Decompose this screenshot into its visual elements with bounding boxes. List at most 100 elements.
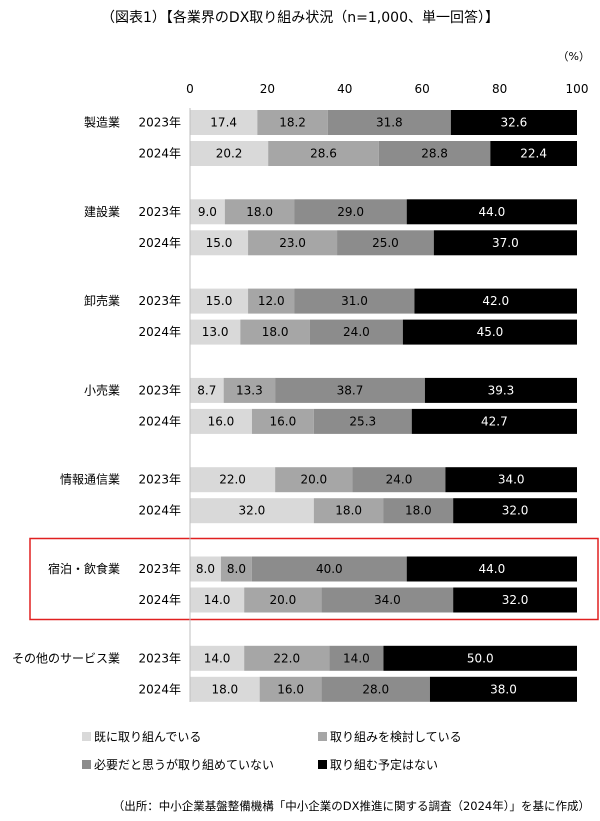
year-label: 2024年 (138, 682, 181, 696)
industry-label: 卸売業 (84, 293, 120, 308)
bar-segment (411, 408, 577, 434)
data-label: 22.0 (273, 651, 300, 665)
data-label: 32.0 (502, 504, 529, 518)
bar-segment (429, 676, 577, 702)
bar-segment (248, 288, 295, 314)
bar-segment (190, 498, 314, 524)
bar-segment (450, 110, 577, 135)
bar-segment (223, 377, 276, 403)
data-label: 8.0 (196, 562, 215, 576)
data-label: 38.7 (337, 383, 364, 397)
legend-label: 必要だと思うが取り組めていない (94, 757, 274, 772)
bar-segment (433, 230, 577, 256)
data-label: 29.0 (337, 205, 364, 219)
bar-segment (190, 467, 276, 493)
bar-segment (309, 319, 403, 345)
year-label: 2024年 (138, 593, 181, 607)
data-label: 32.6 (501, 116, 528, 130)
data-label: 37.0 (492, 236, 519, 250)
bar-segment (190, 377, 224, 403)
bar-segment (445, 467, 577, 493)
data-label: 40.0 (316, 562, 343, 576)
bar-segment (190, 141, 269, 166)
data-label: 16.0 (277, 682, 304, 696)
data-label: 28.8 (421, 147, 448, 161)
bar-segment (257, 110, 328, 135)
data-label: 34.0 (374, 593, 401, 607)
legend-swatch (318, 732, 327, 741)
bar-segment (329, 645, 384, 671)
year-label: 2023年 (138, 473, 181, 487)
bar-segment (248, 230, 338, 256)
year-label: 2024年 (138, 236, 181, 250)
bar-segment (406, 556, 577, 582)
x-tick-label: 80 (492, 82, 507, 96)
bar-segment (190, 319, 241, 345)
legend-label: 既に取り組んでいる (94, 730, 201, 744)
industry-label: 宿泊・飲食業 (48, 561, 120, 576)
bar-segment (224, 199, 295, 225)
legend-label: 取り組む予定はない (330, 757, 438, 772)
industry-label: その他のサービス業 (12, 651, 120, 665)
bar-segment (313, 408, 412, 434)
data-label: 20.2 (216, 147, 243, 161)
data-label: 14.0 (343, 651, 370, 665)
data-label: 18.0 (246, 205, 273, 219)
data-label: 18.2 (279, 116, 306, 130)
bar-segment (190, 288, 249, 314)
data-label: 18.0 (262, 325, 289, 339)
industry-label: 製造業 (84, 116, 120, 130)
data-label: 31.8 (376, 116, 403, 130)
bar-segment (275, 377, 425, 403)
year-label: 2023年 (138, 205, 181, 219)
year-label: 2023年 (138, 651, 181, 665)
data-label: 31.0 (341, 294, 368, 308)
bar-segment (244, 587, 322, 613)
data-label: 9.0 (198, 205, 217, 219)
data-label: 22.4 (520, 147, 547, 161)
bar-segment (321, 676, 430, 702)
bar-segment (402, 319, 577, 345)
industry-label: 情報通信業 (60, 473, 120, 487)
data-label: 14.0 (204, 651, 231, 665)
data-label: 8.7 (197, 383, 216, 397)
bar-segment (190, 587, 245, 613)
bar-segment (453, 498, 577, 524)
data-label: 32.0 (502, 593, 529, 607)
data-label: 32.0 (239, 504, 266, 518)
bar-segment (294, 288, 415, 314)
data-label: 20.0 (300, 473, 327, 487)
data-label: 25.3 (349, 414, 376, 428)
data-label: 18.0 (211, 682, 238, 696)
legend-swatch (318, 760, 327, 769)
bar-segment (294, 199, 407, 225)
bar-segment (190, 110, 258, 135)
data-label: 8.0 (227, 562, 246, 576)
data-label: 18.0 (335, 504, 362, 518)
bar-segment (337, 230, 434, 256)
bar-segment (190, 645, 245, 671)
legend-label: 取り組みを検討している (330, 729, 462, 744)
legend-swatch (82, 760, 91, 769)
data-label: 23.0 (279, 236, 306, 250)
data-label: 17.4 (210, 116, 237, 130)
bar-segment (190, 408, 252, 434)
data-label: 24.0 (343, 325, 370, 339)
data-label: 24.0 (386, 473, 413, 487)
data-label: 50.0 (467, 651, 494, 665)
bar-segment (190, 199, 225, 225)
data-label: 22.0 (219, 473, 246, 487)
highlight-box (29, 537, 599, 621)
bar-segment (383, 498, 454, 524)
industry-label: 小売業 (84, 382, 120, 397)
year-label: 2024年 (138, 147, 181, 161)
year-label: 2024年 (138, 504, 181, 518)
data-label: 44.0 (479, 562, 506, 576)
data-label: 42.7 (481, 414, 508, 428)
bar-segment (406, 199, 577, 225)
data-label: 14.0 (204, 593, 231, 607)
year-label: 2023年 (138, 294, 181, 308)
data-label: 16.0 (270, 414, 297, 428)
